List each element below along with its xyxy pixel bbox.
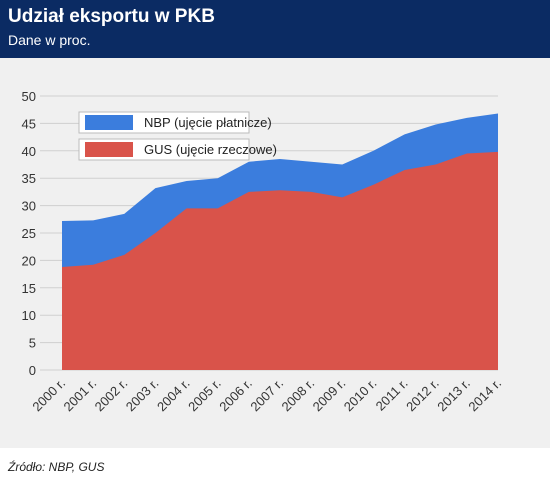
x-tick-label: 2005 r. [185, 376, 224, 415]
x-tick-label: 2002 r. [92, 376, 131, 415]
legend-item-gus-swatch [85, 142, 133, 157]
legend-item-nbp-label: NBP (ujęcie płatnicze) [144, 115, 272, 130]
x-tick-label: 2012 r. [403, 376, 442, 415]
y-tick-label: 10 [22, 308, 36, 323]
y-tick-label: 5 [29, 336, 36, 351]
y-tick-label: 0 [29, 363, 36, 378]
y-tick-label: 35 [22, 171, 36, 186]
x-tick-label: 2010 r. [341, 376, 380, 415]
y-tick-label: 20 [22, 253, 36, 268]
x-tick-label: 2013 r. [434, 376, 473, 415]
chart-title: Udział eksportu w PKB [8, 6, 215, 27]
x-tick-label: 2001 r. [61, 376, 100, 415]
legend-item-gus-label: GUS (ujęcie rzeczowe) [144, 142, 277, 157]
y-tick-label: 15 [22, 281, 36, 296]
source-note: Źródło: NBP, GUS [8, 460, 105, 474]
x-tick-label: 2014 r. [465, 376, 504, 415]
y-tick-label: 50 [22, 89, 36, 104]
series-area-gus [62, 151, 498, 370]
chart-subtitle: Dane w proc. [8, 32, 91, 48]
y-tick-label: 45 [22, 116, 36, 131]
area-chart: 0 5 10 15 20 25 30 35 40 45 50 2000 r.2001 r.2002 r… [22, 89, 505, 415]
y-tick-label: 30 [22, 199, 36, 214]
x-tick-label: 2003 r. [123, 376, 162, 415]
x-tick-label: 2011 r. [373, 376, 411, 414]
x-tick-label: 2006 r. [216, 376, 255, 415]
legend-item-nbp-swatch [85, 115, 133, 130]
y-tick-label: 25 [22, 226, 36, 241]
x-tick-label: 2004 r. [154, 376, 193, 415]
x-tick-label: 2007 r. [247, 376, 286, 415]
x-tick-label: 2009 r. [310, 376, 349, 415]
y-tick-label: 40 [22, 144, 36, 159]
x-tick-label: 2000 r. [29, 376, 68, 415]
chart-header: Udział eksportu w PKB Dane w proc. [0, 0, 550, 58]
x-tick-label: 2008 r. [279, 376, 318, 415]
